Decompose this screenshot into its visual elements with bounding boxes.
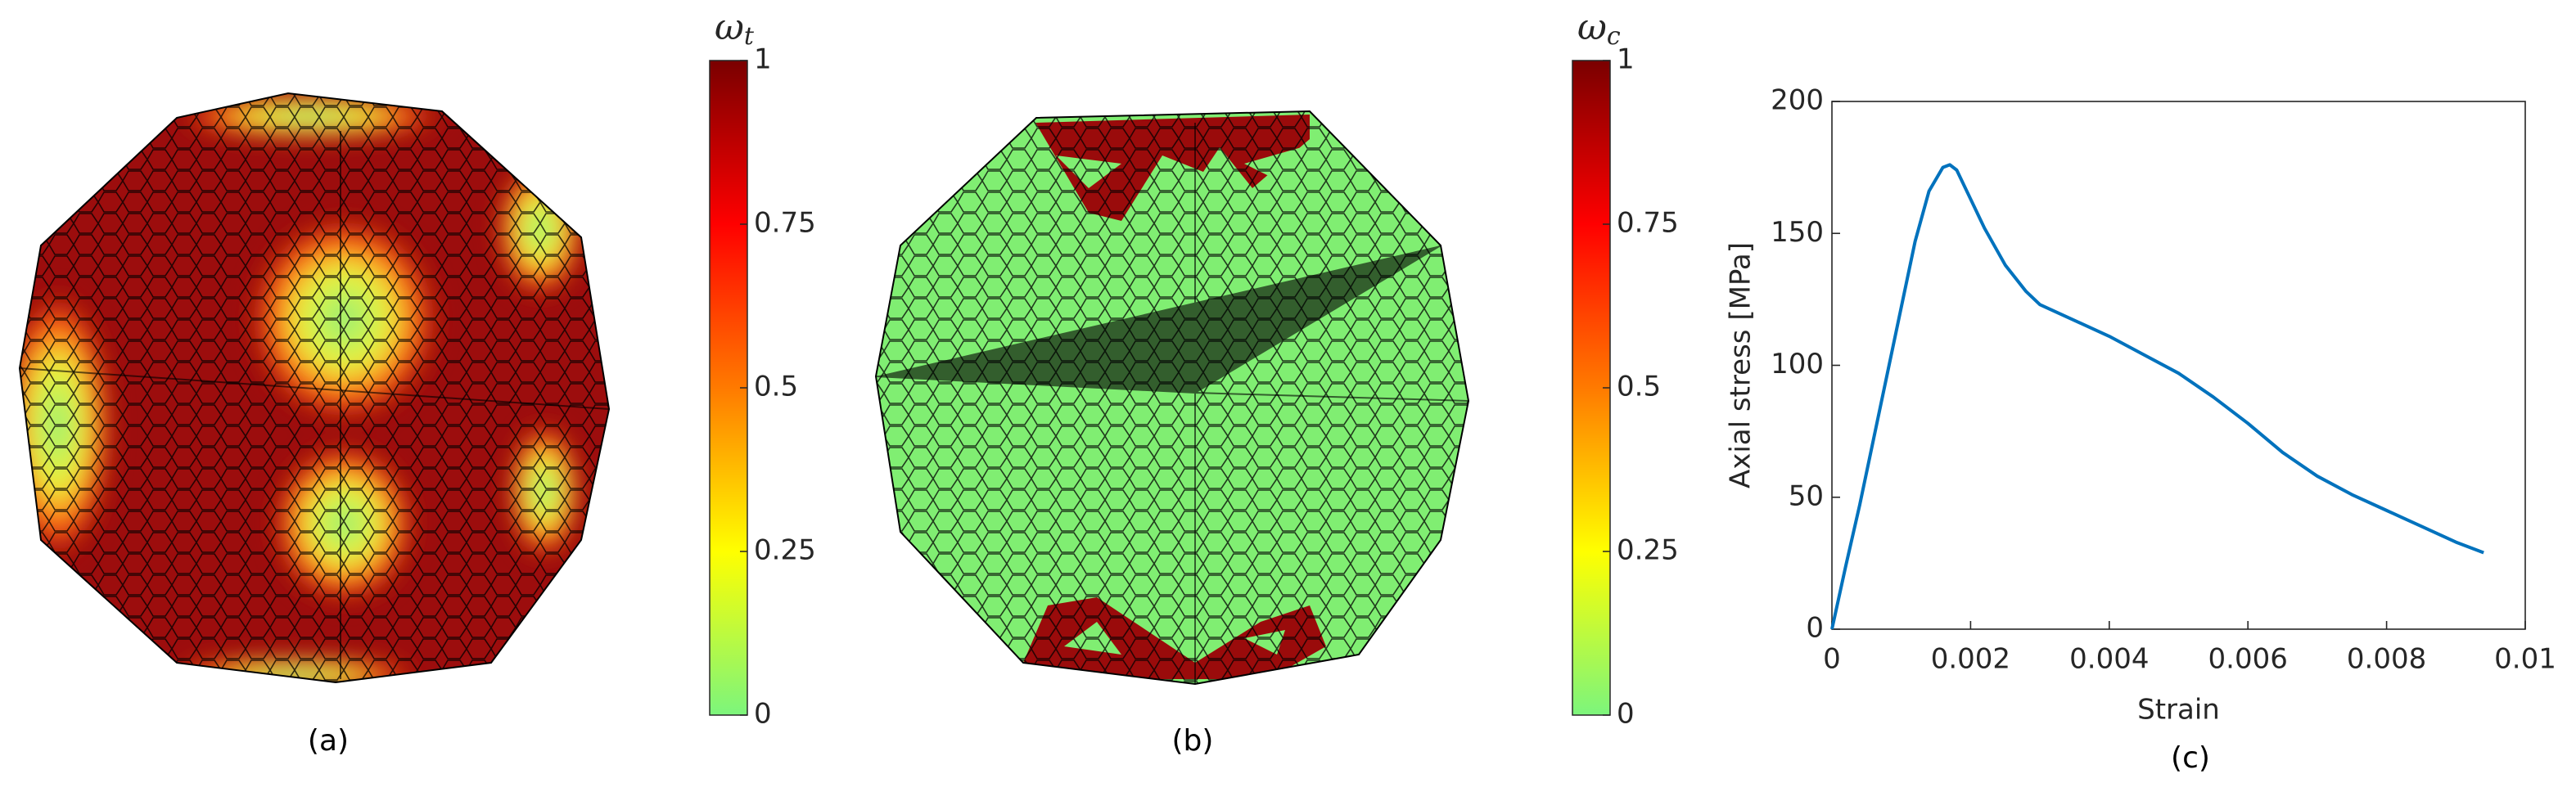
y-axis-label: Axial stress [MPa] (1725, 242, 1757, 488)
x-tick-label: 0 (1823, 643, 1841, 676)
colorbar-subscript: t (744, 22, 755, 51)
colorbar-symbol: ω (715, 7, 744, 48)
colorbar-tick-label: 0.25 (1617, 534, 1679, 567)
caption: (c) (2171, 741, 2210, 775)
colorbar-tick-label: 0.5 (754, 371, 798, 403)
colorbar-subscript: c (1607, 22, 1621, 51)
y-tick-label: 150 (1771, 216, 1824, 249)
colorbar-tick-label: 1 (754, 43, 772, 76)
colorbar-label: ωt (715, 7, 755, 52)
mesh-b (874, 110, 1470, 686)
x-tick-label: 0.008 (2347, 643, 2426, 676)
colorbar-tick-label: 0.5 (1617, 371, 1661, 403)
colorbar-tick-label: 0 (754, 698, 772, 731)
x-tick-label: 0.002 (1931, 643, 2010, 676)
x-tick-label: 0.004 (2069, 643, 2149, 676)
x-axis-label: Strain (2137, 694, 2220, 727)
y-tick-label: 100 (1771, 348, 1824, 380)
colorbar-tick-label: 1 (1617, 43, 1635, 76)
y-tick-label: 0 (1806, 612, 1824, 645)
colorbar-tick-label: 0 (1617, 698, 1635, 731)
y-tick-label: 200 (1771, 84, 1824, 117)
colorbar-tick-label: 0.75 (754, 207, 816, 240)
caption: (a) (308, 724, 349, 758)
colorbar-symbol: ω (1577, 7, 1607, 48)
colorbar-tick-label: 0.75 (1617, 207, 1679, 240)
line-series (1830, 163, 2484, 630)
mesh-a (18, 92, 611, 684)
y-tick-label: 50 (1789, 479, 1824, 512)
caption: (b) (1172, 724, 1214, 758)
colorbar-label: ωc (1577, 7, 1621, 52)
colorbar-tick-label: 0.25 (754, 534, 816, 567)
x-tick-label: 0.006 (2208, 643, 2288, 676)
x-tick-label: 0.01 (2494, 643, 2556, 676)
